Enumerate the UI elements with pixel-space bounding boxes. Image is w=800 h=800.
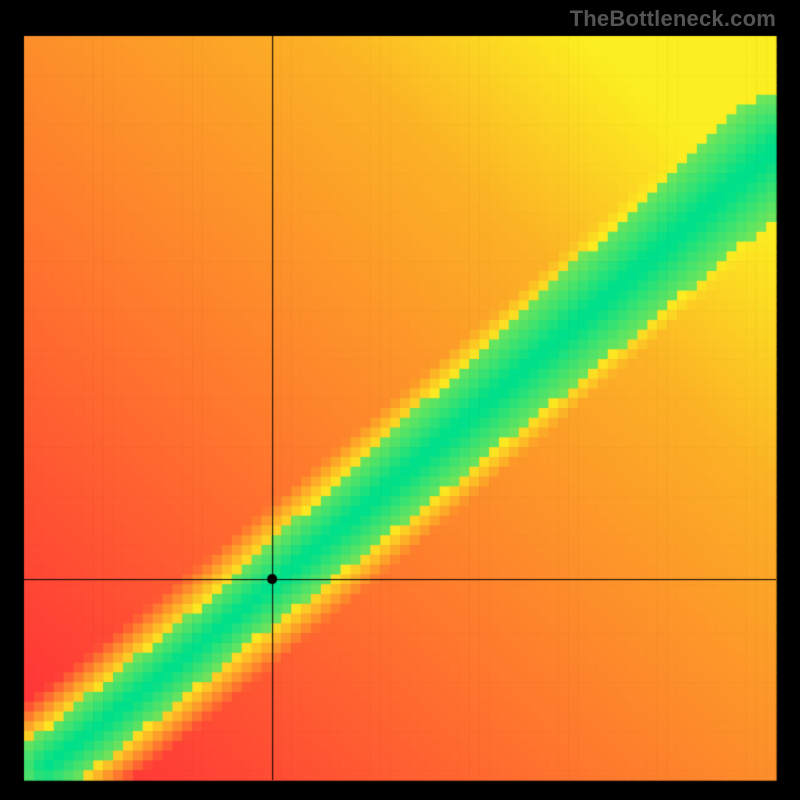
performance-heatmap-canvas xyxy=(0,0,800,800)
chart-container: TheBottleneck.com xyxy=(0,0,800,800)
watermark-text: TheBottleneck.com xyxy=(570,6,776,32)
